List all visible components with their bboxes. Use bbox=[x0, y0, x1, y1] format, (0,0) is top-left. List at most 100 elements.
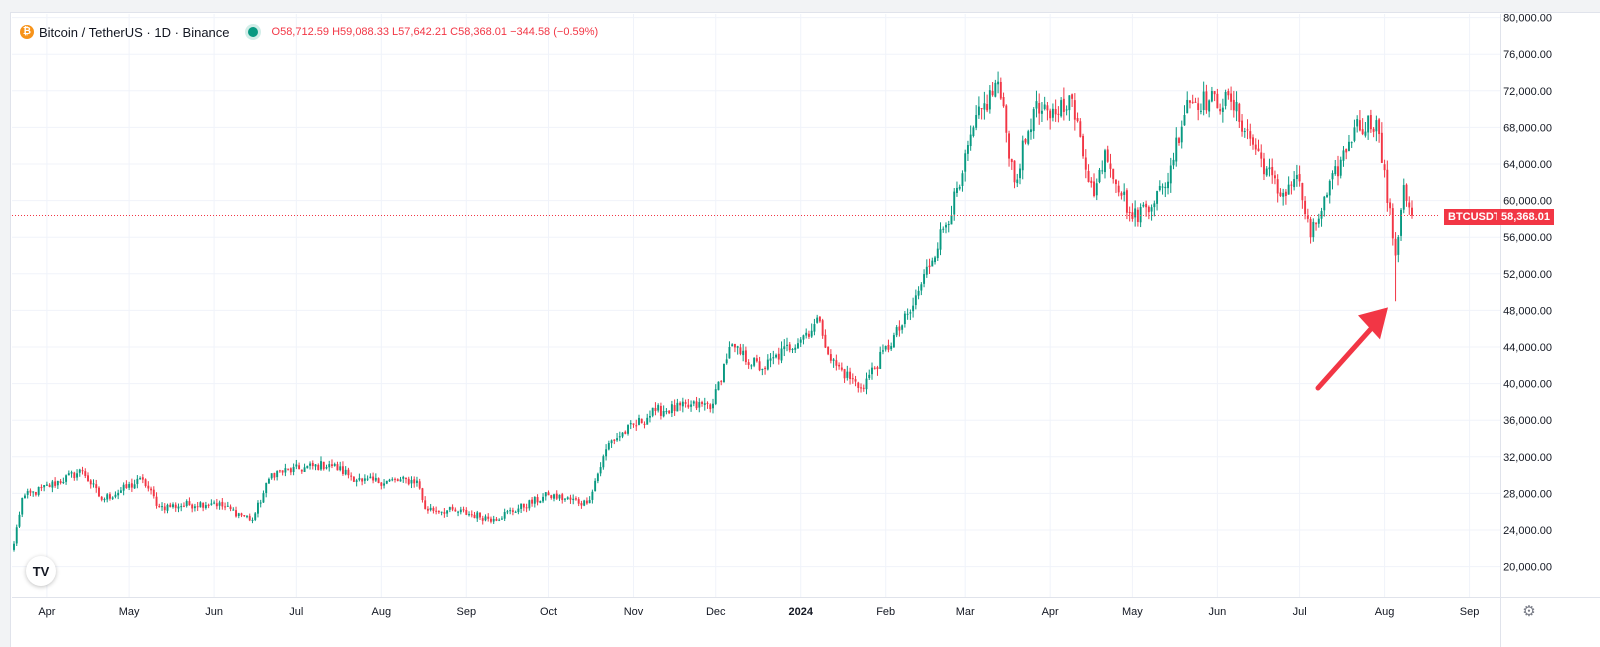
candle bbox=[1380, 122, 1383, 163]
candle bbox=[717, 381, 720, 391]
candle bbox=[344, 466, 347, 476]
candle bbox=[314, 464, 317, 471]
candle bbox=[188, 497, 191, 506]
candle bbox=[503, 508, 506, 522]
candle bbox=[139, 476, 142, 481]
candle bbox=[1128, 206, 1131, 222]
candle bbox=[193, 503, 196, 512]
candle bbox=[670, 400, 673, 418]
tradingview-logo[interactable]: TV bbox=[26, 556, 56, 586]
candle bbox=[240, 512, 243, 518]
y-tick-label: 56,000.00 bbox=[1503, 232, 1552, 244]
candle bbox=[454, 507, 457, 512]
candle bbox=[391, 477, 394, 482]
y-tick-label: 36,000.00 bbox=[1503, 415, 1552, 427]
candle bbox=[207, 503, 210, 509]
candle bbox=[1246, 119, 1249, 140]
market-status-icon[interactable] bbox=[247, 27, 258, 37]
candle bbox=[1172, 152, 1175, 170]
candle bbox=[1071, 93, 1074, 107]
candle bbox=[295, 459, 298, 470]
candle bbox=[983, 91, 986, 120]
y-tick-label: 48,000.00 bbox=[1503, 305, 1552, 317]
candle bbox=[901, 324, 904, 334]
candle bbox=[388, 478, 391, 482]
candle bbox=[1178, 136, 1180, 146]
candle bbox=[638, 414, 640, 426]
candle bbox=[511, 507, 514, 516]
candle bbox=[802, 334, 805, 345]
candle bbox=[640, 418, 643, 424]
candle bbox=[843, 368, 846, 383]
candle bbox=[448, 506, 451, 513]
ohlc-values: O58,712.59 H59,088.33 L57,642.21 C58,368… bbox=[272, 26, 599, 38]
change-value: −344.58 (−0.59%) bbox=[510, 26, 599, 38]
candle bbox=[462, 506, 465, 513]
candle bbox=[506, 509, 509, 515]
candle bbox=[1131, 203, 1134, 222]
candle bbox=[1109, 153, 1112, 178]
candle bbox=[931, 257, 934, 267]
candle bbox=[668, 410, 671, 415]
candle bbox=[429, 503, 432, 512]
candle bbox=[1210, 86, 1213, 103]
candle bbox=[232, 507, 235, 511]
candle bbox=[1142, 202, 1145, 208]
candle bbox=[744, 346, 747, 365]
candle bbox=[1293, 171, 1296, 191]
candle bbox=[213, 500, 216, 505]
candle bbox=[544, 492, 547, 501]
candle bbox=[100, 495, 103, 502]
candle bbox=[1013, 160, 1016, 189]
candle bbox=[648, 410, 651, 423]
candle bbox=[479, 512, 481, 520]
candle bbox=[580, 500, 583, 509]
candle bbox=[739, 343, 742, 356]
candle bbox=[1252, 134, 1254, 150]
candle bbox=[1260, 144, 1263, 168]
candle bbox=[892, 332, 895, 348]
candle bbox=[13, 541, 15, 552]
candle bbox=[577, 497, 580, 507]
candle bbox=[807, 330, 810, 339]
candle bbox=[278, 469, 281, 473]
candle bbox=[62, 477, 65, 485]
candle bbox=[1030, 118, 1032, 140]
candle bbox=[98, 486, 100, 498]
candle bbox=[243, 514, 246, 518]
candle bbox=[106, 493, 109, 503]
candle bbox=[81, 466, 84, 475]
candle bbox=[1369, 109, 1372, 133]
candle bbox=[34, 491, 37, 497]
candle bbox=[1235, 91, 1238, 122]
candle bbox=[298, 462, 301, 470]
candle bbox=[550, 494, 553, 500]
candle bbox=[1347, 134, 1350, 152]
candle bbox=[385, 480, 388, 485]
candle bbox=[1353, 119, 1356, 143]
candle bbox=[451, 504, 454, 512]
candle bbox=[709, 403, 712, 413]
price-axis[interactable]: 20,000.00 24,000.00 28,000.00 32,000.00 36,0… bbox=[1500, 13, 1553, 647]
candle bbox=[1073, 93, 1076, 131]
candle bbox=[574, 496, 577, 501]
candle bbox=[465, 507, 468, 516]
symbol-price-badge[interactable]: BTCUSDT bbox=[1444, 209, 1505, 225]
candle bbox=[380, 482, 383, 490]
candle bbox=[1167, 172, 1169, 195]
candle bbox=[846, 365, 849, 381]
candle bbox=[1397, 235, 1400, 263]
y-tick-label: 40,000.00 bbox=[1503, 379, 1552, 391]
candle bbox=[394, 477, 396, 483]
gear-icon[interactable]: ⚙ bbox=[1522, 603, 1536, 620]
time-axis[interactable]: Apr May Jun Jul Aug Sep Oct Nov Dec 2024 Feb Mar Apr… bbox=[12, 597, 1600, 619]
candle bbox=[816, 314, 819, 324]
candle bbox=[602, 454, 605, 470]
candle bbox=[887, 339, 890, 353]
candle bbox=[1257, 139, 1260, 152]
candle bbox=[591, 489, 594, 504]
candle bbox=[975, 105, 978, 131]
symbol-title[interactable]: Bitcoin / TetherUS · 1D · Binance bbox=[39, 24, 230, 40]
candle bbox=[1008, 130, 1011, 167]
